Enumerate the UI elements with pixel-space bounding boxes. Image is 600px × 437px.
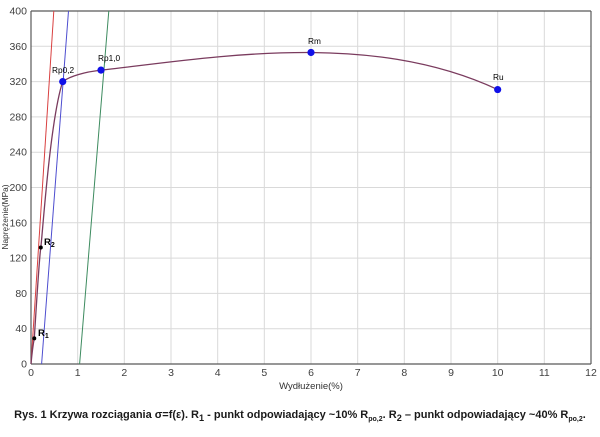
svg-text:Naprężenie(MPa): Naprężenie(MPa) (0, 184, 10, 249)
svg-text:360: 360 (9, 41, 27, 53)
svg-text:0: 0 (21, 359, 27, 371)
svg-text:4: 4 (215, 367, 221, 379)
svg-text:10: 10 (492, 367, 504, 379)
svg-text:11: 11 (539, 367, 550, 379)
svg-text:280: 280 (9, 111, 27, 123)
svg-text:2: 2 (121, 367, 127, 379)
svg-text:160: 160 (9, 217, 27, 229)
svg-text:12: 12 (585, 367, 597, 379)
svg-text:7: 7 (355, 367, 361, 379)
svg-text:Rp0,2: Rp0,2 (52, 65, 75, 75)
svg-text:Rp1,0: Rp1,0 (98, 53, 121, 63)
svg-text:200: 200 (9, 182, 27, 194)
svg-text:320: 320 (9, 76, 27, 88)
svg-text:40: 40 (15, 323, 27, 335)
svg-text:6: 6 (308, 367, 314, 379)
svg-text:120: 120 (9, 253, 27, 265)
svg-text:1: 1 (75, 367, 81, 379)
svg-text:9: 9 (448, 367, 454, 379)
svg-text:0: 0 (28, 367, 34, 379)
svg-text:5: 5 (261, 367, 267, 379)
svg-text:3: 3 (168, 367, 174, 379)
svg-text:Rm: Rm (308, 36, 321, 46)
svg-text:400: 400 (9, 6, 27, 18)
svg-text:240: 240 (9, 147, 27, 159)
svg-text:8: 8 (401, 367, 407, 379)
svg-text:Wydłużenie(%): Wydłużenie(%) (279, 381, 343, 392)
svg-text:80: 80 (15, 288, 27, 300)
svg-text:Ru: Ru (493, 72, 504, 82)
